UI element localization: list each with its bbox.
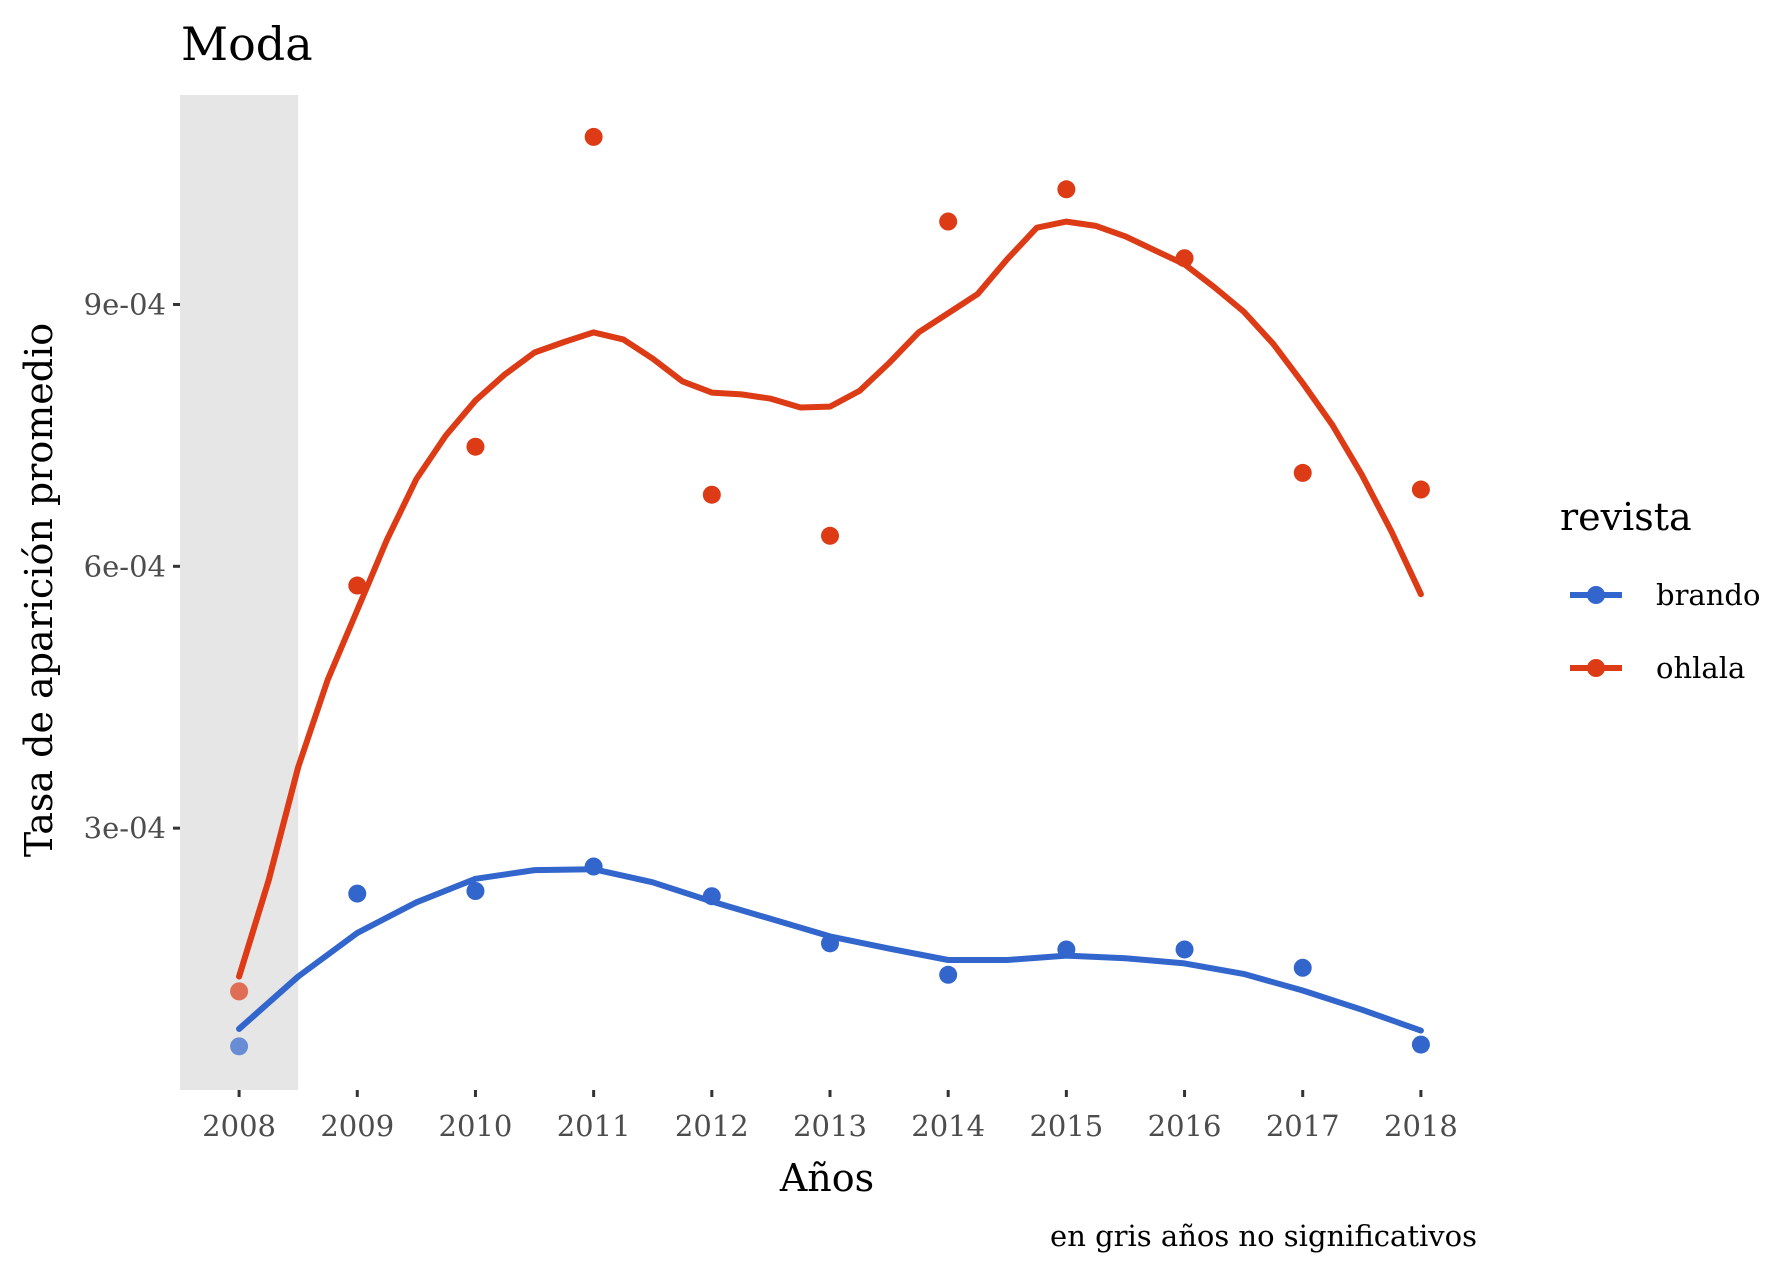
legend: revista brando ohlala [1560, 495, 1760, 685]
data-point-brando [1293, 958, 1312, 977]
data-point-ohlala [348, 576, 367, 595]
chart-caption: en gris años no significativos [1050, 1219, 1477, 1253]
x-tick-label: 2012 [675, 1109, 749, 1143]
data-point-brando [230, 1037, 249, 1056]
x-tick-label: 2014 [911, 1109, 985, 1143]
data-point-ohlala [939, 212, 958, 231]
data-point-brando [1057, 940, 1076, 959]
data-point-ohlala [1411, 480, 1430, 499]
legend-key-point [1587, 586, 1605, 604]
shade-layer [180, 95, 299, 1090]
legend-label: brando [1656, 578, 1760, 612]
data-point-ohlala [1293, 463, 1312, 482]
x-tick-label: 2010 [439, 1109, 513, 1143]
x-tick-label: 2017 [1266, 1109, 1340, 1143]
x-tick-label: 2018 [1384, 1109, 1458, 1143]
x-tick-label: 2016 [1148, 1109, 1222, 1143]
data-point-brando [1175, 940, 1194, 959]
shaded-year-band [180, 95, 299, 1090]
x-tick-label: 2009 [320, 1109, 394, 1143]
x-tick-label: 2013 [793, 1109, 867, 1143]
data-point-brando [348, 884, 367, 903]
data-point-ohlala [821, 526, 839, 545]
legend-title: revista [1560, 495, 1692, 539]
data-point-brando [466, 882, 485, 900]
axis-layer: 3e-04 6e-04 9e-04 2008 2009 2010 2011 2012 2013 2… [84, 287, 1458, 1143]
data-point-brando [1411, 1035, 1430, 1054]
data-point-ohlala [584, 127, 603, 146]
data-point-brando [939, 965, 958, 984]
data-point-ohlala [230, 982, 249, 1001]
x-tick-label: 2011 [557, 1109, 631, 1143]
legend-key-point [1587, 659, 1605, 677]
data-point-ohlala [466, 437, 485, 456]
series-line-faded-brando [236, 973, 302, 1032]
chart-title: Moda [181, 17, 313, 71]
point-layer [230, 127, 1430, 1056]
data-point-brando [702, 887, 721, 906]
data-point-brando [821, 934, 839, 953]
series-line-ohlala [236, 218, 1424, 980]
data-point-ohlala [1175, 249, 1194, 268]
series-line-faded-ohlala [236, 764, 302, 980]
y-tick-label: 9e-04 [84, 287, 166, 321]
y-tick-label: 3e-04 [84, 811, 166, 845]
x-tick-label: 2008 [202, 1109, 276, 1143]
legend-label: ohlala [1656, 651, 1745, 685]
x-axis-title: Años [779, 1156, 874, 1200]
y-tick-label: 6e-04 [84, 549, 166, 583]
data-point-ohlala [702, 485, 721, 504]
data-point-brando [584, 857, 603, 876]
data-point-ohlala [1057, 180, 1076, 199]
x-tick-label: 2015 [1029, 1109, 1103, 1143]
y-axis-title: Tasa de aparición promedio [17, 323, 61, 857]
